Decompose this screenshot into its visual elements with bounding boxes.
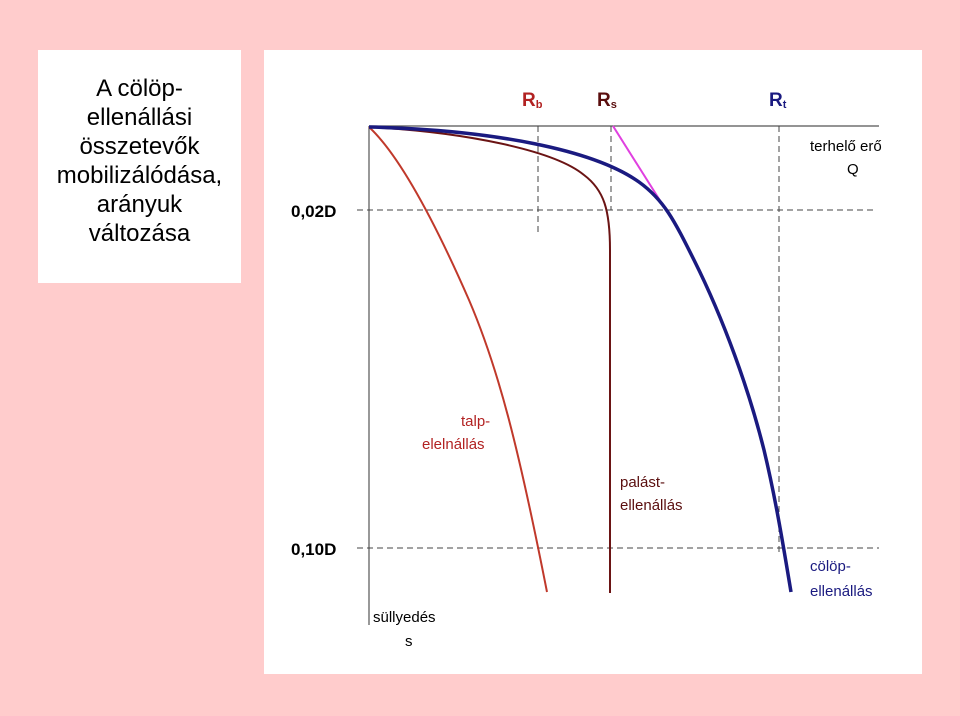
rs-main: R — [597, 90, 611, 111]
settlement-label-line1: süllyedés — [373, 609, 436, 626]
pile-label-line2: ellenállás — [810, 583, 873, 600]
base-resistance-curve — [368, 126, 548, 593]
settlement-label-line2: s — [405, 633, 413, 650]
rs-sub: s — [611, 99, 617, 111]
base-label-line1: talp- — [461, 413, 490, 430]
shaft-resistance-curve — [368, 126, 611, 593]
rb-sub: b — [536, 99, 543, 111]
resistance-diagram: Rb Rs Rt terhelő erő Q 0,02D 0,10D sülly… — [291, 90, 882, 650]
level-010-label: 0,10D — [291, 540, 336, 559]
rb-main: R — [522, 90, 536, 111]
load-label-line2: Q — [847, 161, 859, 178]
diagram-panel: Rb Rs Rt terhelő erő Q 0,02D 0,10D sülly… — [264, 50, 922, 674]
pile-label-line1: cölöp- — [810, 558, 851, 575]
load-label-line1: terhelő erő — [810, 138, 882, 155]
base-label-line2: elelnállás — [422, 436, 485, 453]
level-002-label: 0,02D — [291, 202, 336, 221]
rs-label: Rs — [597, 90, 617, 111]
rt-main: R — [769, 90, 783, 111]
pile-resistance-curve — [368, 125, 793, 593]
rt-label: Rt — [769, 90, 787, 111]
rb-label: Rb — [522, 90, 543, 111]
title-box: A cölöp- ellenállási összetevők mobilizá… — [38, 50, 241, 283]
slide-title: A cölöp- ellenállási összetevők mobilizá… — [56, 75, 223, 247]
shaft-label-line1: palást- — [620, 474, 665, 491]
rt-sub: t — [783, 99, 787, 111]
shaft-label-line2: ellenállás — [620, 497, 683, 514]
